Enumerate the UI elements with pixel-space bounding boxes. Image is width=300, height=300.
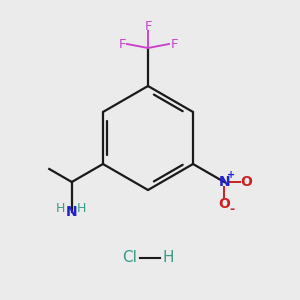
- Text: N: N: [66, 205, 78, 219]
- Text: H: H: [56, 202, 65, 214]
- Text: F: F: [118, 38, 126, 50]
- Text: H: H: [162, 250, 174, 266]
- Text: N: N: [218, 175, 230, 189]
- Text: O: O: [240, 175, 252, 189]
- Text: -: -: [230, 202, 235, 215]
- Text: Cl: Cl: [123, 250, 137, 266]
- Text: O: O: [218, 197, 230, 211]
- Text: +: +: [227, 170, 235, 180]
- Text: H: H: [77, 202, 86, 214]
- Text: F: F: [170, 38, 178, 50]
- Text: F: F: [144, 20, 152, 32]
